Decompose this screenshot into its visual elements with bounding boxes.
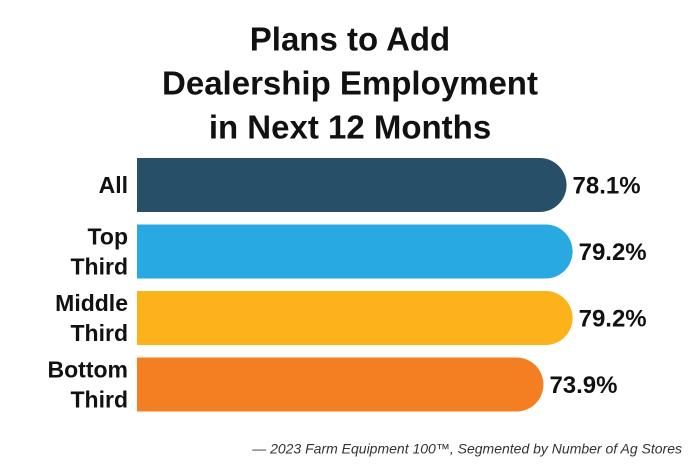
chart-title: Dealership Employment bbox=[162, 65, 538, 102]
bar bbox=[137, 357, 544, 412]
category-label: Top bbox=[88, 224, 128, 250]
value-label: 78.1% bbox=[573, 172, 641, 199]
category-label: Third bbox=[71, 320, 129, 346]
category-label: Middle bbox=[55, 290, 128, 316]
value-label: 79.2% bbox=[579, 305, 647, 332]
bar bbox=[137, 291, 573, 345]
bar bbox=[137, 224, 573, 279]
category-label: Third bbox=[71, 254, 129, 280]
category-label: Bottom bbox=[48, 357, 128, 383]
category-label: Third bbox=[71, 387, 129, 413]
chart-title: Plans to Add bbox=[250, 21, 450, 58]
source-note: — 2023 Farm Equipment 100™, Segmented by… bbox=[251, 441, 682, 457]
value-label: 79.2% bbox=[579, 239, 647, 266]
value-label: 73.9% bbox=[549, 372, 617, 399]
category-label: All bbox=[99, 172, 128, 198]
bar bbox=[137, 158, 567, 212]
chart-title: in Next 12 Months bbox=[209, 109, 491, 146]
